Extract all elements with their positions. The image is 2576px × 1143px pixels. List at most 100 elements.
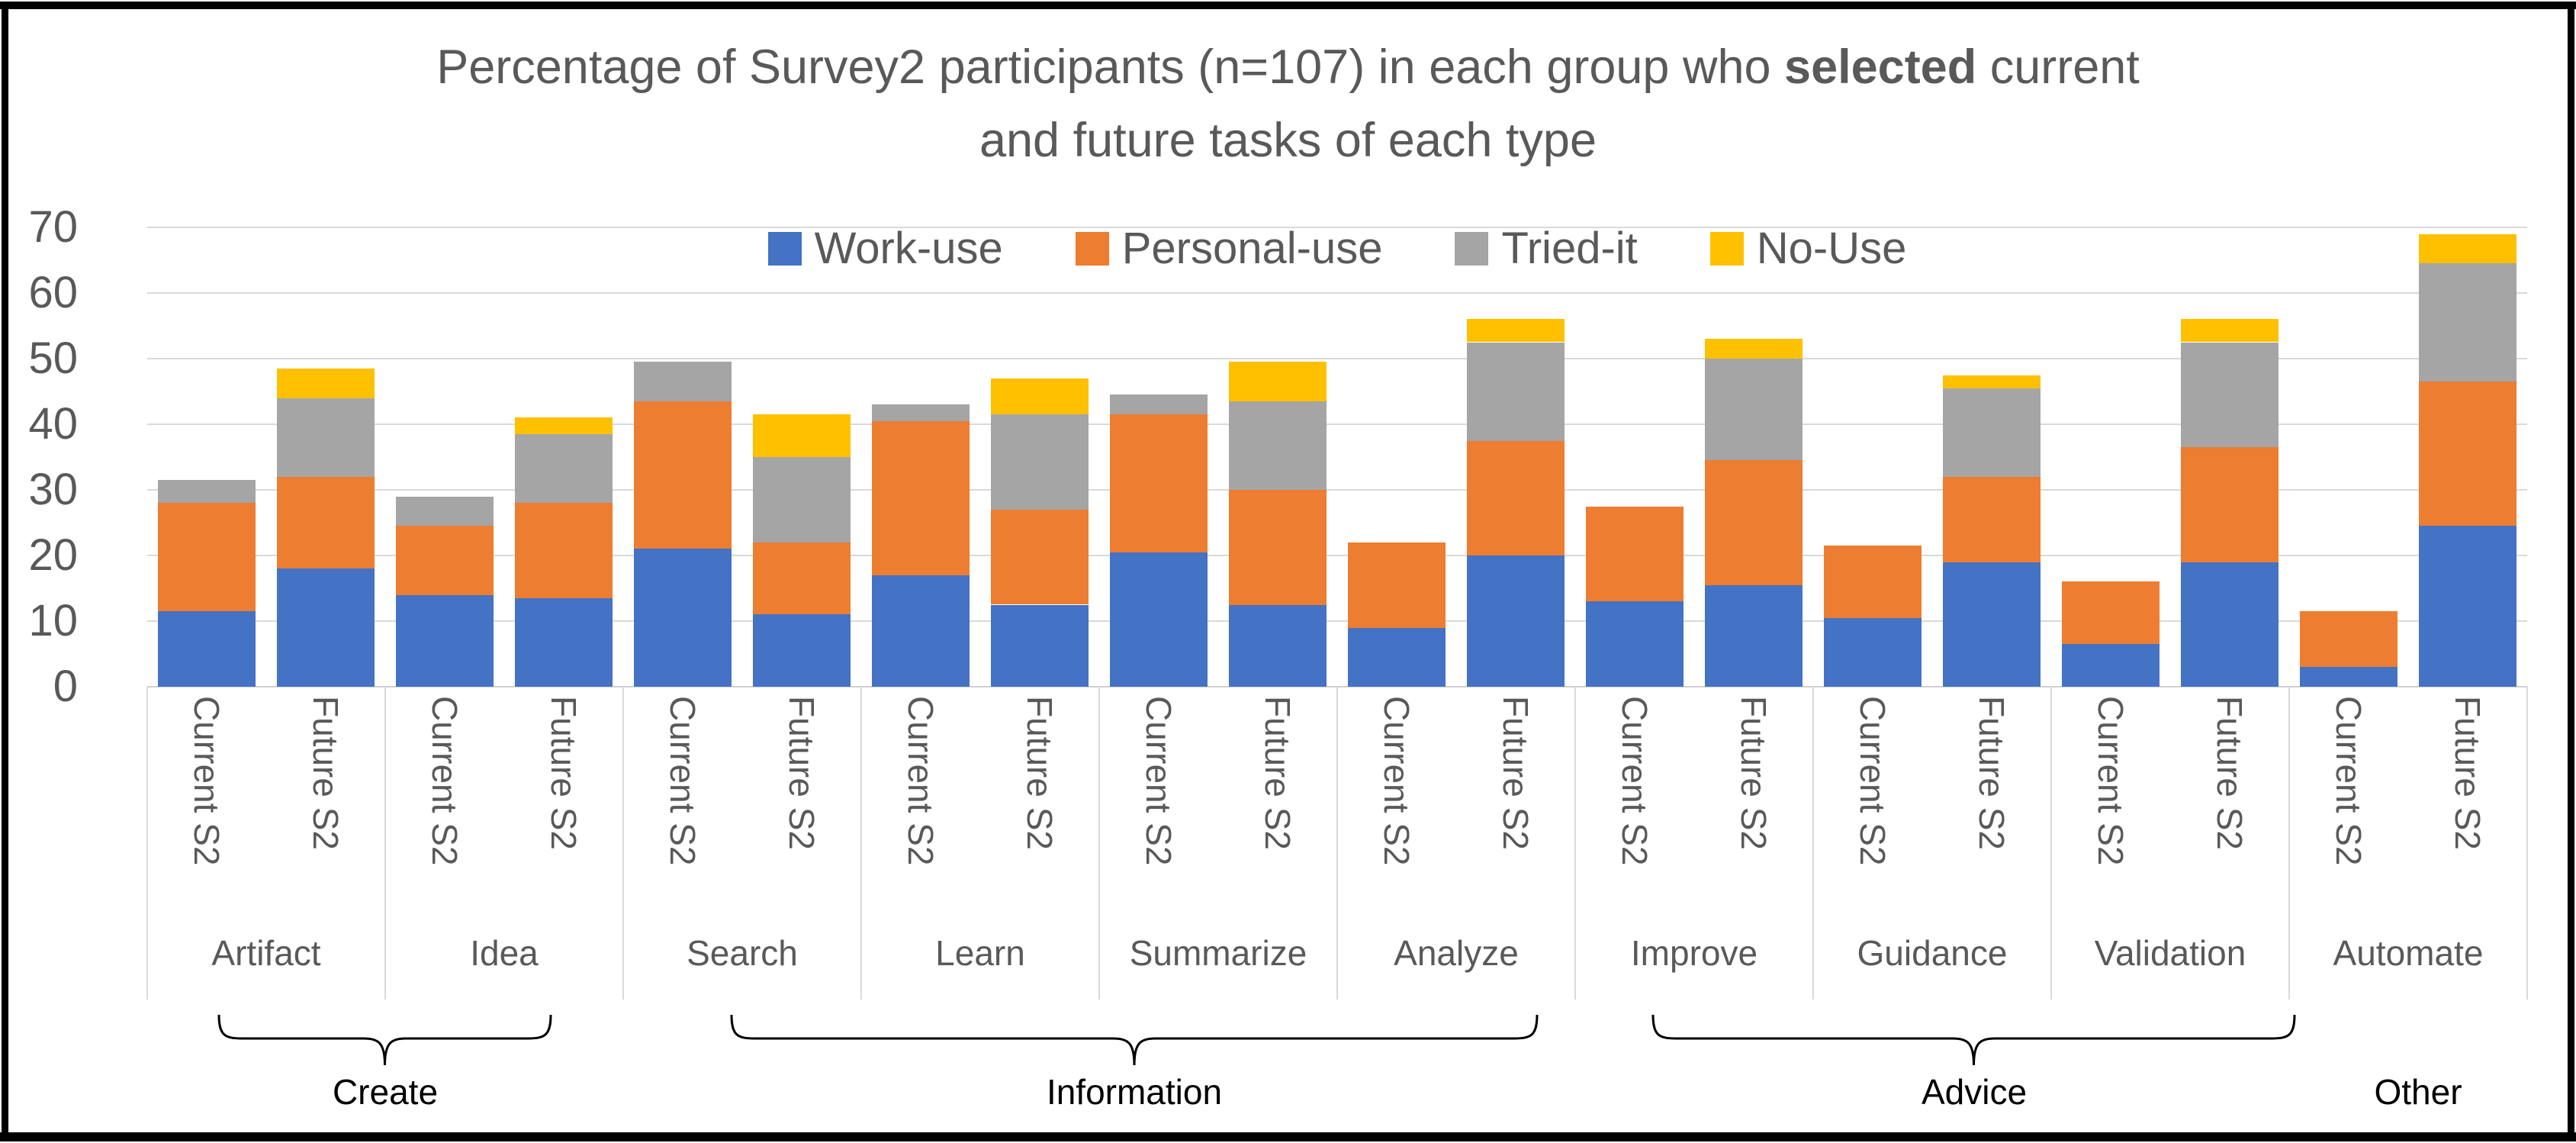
bar-segment-work-use — [1110, 552, 1208, 687]
bar-segment-work-use — [1467, 555, 1565, 687]
bar-segment-no-use — [2419, 233, 2517, 264]
bar-segment-no-use — [991, 378, 1089, 415]
bar-segment-no-use — [753, 414, 851, 457]
x-tick-label-validation-future-s2: Future S2 — [2210, 696, 2250, 850]
x-tick-label-summarize-current-s2: Current S2 — [1139, 696, 1179, 866]
axis-category-separator — [2050, 687, 2052, 1000]
bar-segment-personal-use — [872, 420, 970, 575]
bar-segment-tried-it — [991, 414, 1089, 510]
axis-category-separator — [1098, 687, 1100, 1000]
bar-segment-personal-use — [396, 526, 494, 595]
group-brace-information — [730, 1014, 1539, 1066]
legend-swatch-no-use — [1709, 231, 1744, 266]
gridline-y10 — [147, 620, 2527, 622]
bar-segment-personal-use — [991, 509, 1089, 605]
group-label-other: Other — [2374, 1072, 2462, 1112]
bar-segment-tried-it — [158, 480, 256, 504]
bar-segment-personal-use — [2062, 581, 2160, 645]
bar-segment-tried-it — [634, 362, 732, 401]
gridline-y50 — [147, 358, 2527, 359]
x-tick-label-search-future-s2: Future S2 — [782, 696, 822, 850]
bar-segment-personal-use — [2181, 447, 2279, 562]
legend-item-work-use: Work-use — [767, 223, 1003, 274]
bar-segment-no-use — [1943, 375, 2041, 388]
legend-label: No-Use — [1756, 224, 1907, 273]
legend-swatch-tried-it — [1455, 231, 1489, 266]
x-tick-label-automate-current-s2: Current S2 — [2329, 696, 2369, 866]
bar-segment-personal-use — [277, 476, 375, 569]
category-label-guidance: Guidance — [1857, 933, 2008, 973]
chart-title: Percentage of Survey2 participants (n=10… — [153, 31, 2423, 177]
category-label-search: Search — [687, 933, 798, 973]
legend-swatch-personal-use — [1075, 231, 1109, 266]
gridline-y40 — [147, 423, 2527, 425]
bar-segment-work-use — [1586, 601, 1684, 687]
bar-segment-tried-it — [1467, 342, 1565, 441]
x-tick-label-validation-current-s2: Current S2 — [2091, 696, 2131, 866]
x-tick-label-analyze-future-s2: Future S2 — [1496, 696, 1536, 850]
bar-segment-work-use — [277, 568, 375, 687]
legend-item-personal-use: Personal-use — [1075, 223, 1383, 274]
bar-segment-personal-use — [158, 503, 256, 612]
bar-segment-no-use — [515, 417, 613, 434]
gridline-y60 — [147, 292, 2527, 294]
bar-segment-personal-use — [1705, 460, 1803, 585]
bar-segment-personal-use — [753, 542, 851, 615]
bar-segment-tried-it — [1229, 401, 1327, 490]
bar-segment-work-use — [634, 549, 732, 687]
category-label-artifact: Artifact — [211, 933, 321, 973]
gridline-y70 — [147, 227, 2527, 228]
x-tick-label-summarize-future-s2: Future S2 — [1258, 696, 1298, 850]
frame-border-right — [2568, 2, 2574, 1141]
bar-segment-tried-it — [753, 457, 851, 543]
group-label-advice: Advice — [1921, 1072, 2028, 1112]
x-tick-label-artifact-future-s2: Future S2 — [306, 696, 346, 850]
axis-category-separator — [2526, 687, 2528, 1000]
x-tick-label-automate-future-s2: Future S2 — [2448, 696, 2488, 850]
y-axis-tick-label-40: 40 — [28, 399, 78, 449]
bar-segment-personal-use — [1110, 414, 1208, 552]
bar-segment-work-use — [872, 575, 970, 687]
x-tick-label-learn-future-s2: Future S2 — [1020, 696, 1060, 850]
bar-segment-tried-it — [277, 398, 375, 477]
bar-segment-personal-use — [1824, 546, 1922, 618]
bar-segment-tried-it — [1943, 388, 2041, 477]
axis-category-separator — [1574, 687, 1576, 1000]
axis-category-separator — [860, 687, 862, 1000]
bar-segment-work-use — [753, 614, 851, 687]
bar-segment-work-use — [1348, 627, 1446, 687]
axis-category-separator — [622, 687, 624, 1000]
y-axis-tick-label-50: 50 — [28, 333, 78, 383]
x-tick-label-idea-future-s2: Future S2 — [544, 696, 584, 850]
y-axis-tick-label-0: 0 — [53, 662, 78, 711]
bar-segment-tried-it — [515, 433, 613, 504]
bar-segment-work-use — [2300, 667, 2398, 687]
bar-segment-tried-it — [2181, 342, 2279, 448]
category-label-idea: Idea — [470, 933, 539, 973]
axis-category-separator — [1336, 687, 1338, 1000]
x-tick-label-improve-future-s2: Future S2 — [1734, 696, 1774, 850]
legend-label: Work-use — [814, 224, 1003, 273]
group-label-information: Information — [1046, 1072, 1223, 1112]
bar-segment-work-use — [1229, 604, 1327, 687]
bar-segment-personal-use — [2300, 611, 2398, 668]
bar-segment-no-use — [1229, 362, 1327, 401]
x-tick-label-guidance-future-s2: Future S2 — [1972, 696, 2012, 850]
legend-label: Tried-it — [1501, 224, 1638, 273]
bar-segment-work-use — [2062, 644, 2160, 687]
group-brace-create — [217, 1014, 552, 1066]
category-label-validation: Validation — [2094, 933, 2246, 973]
axis-category-separator — [384, 687, 386, 1000]
gridline-y20 — [147, 555, 2527, 556]
x-tick-label-improve-current-s2: Current S2 — [1615, 696, 1655, 866]
bar-segment-no-use — [277, 368, 375, 398]
x-tick-label-learn-current-s2: Current S2 — [901, 696, 941, 866]
bar-segment-work-use — [1824, 617, 1922, 687]
legend-label: Personal-use — [1121, 224, 1383, 273]
x-tick-label-analyze-current-s2: Current S2 — [1377, 696, 1417, 866]
y-axis-tick-label-60: 60 — [28, 268, 78, 317]
bar-segment-no-use — [1705, 339, 1803, 359]
bar-segment-tried-it — [1705, 359, 1803, 461]
chart-title-line1: Percentage of Survey2 participants (n=10… — [436, 40, 2140, 94]
axis-category-separator — [146, 687, 148, 1000]
